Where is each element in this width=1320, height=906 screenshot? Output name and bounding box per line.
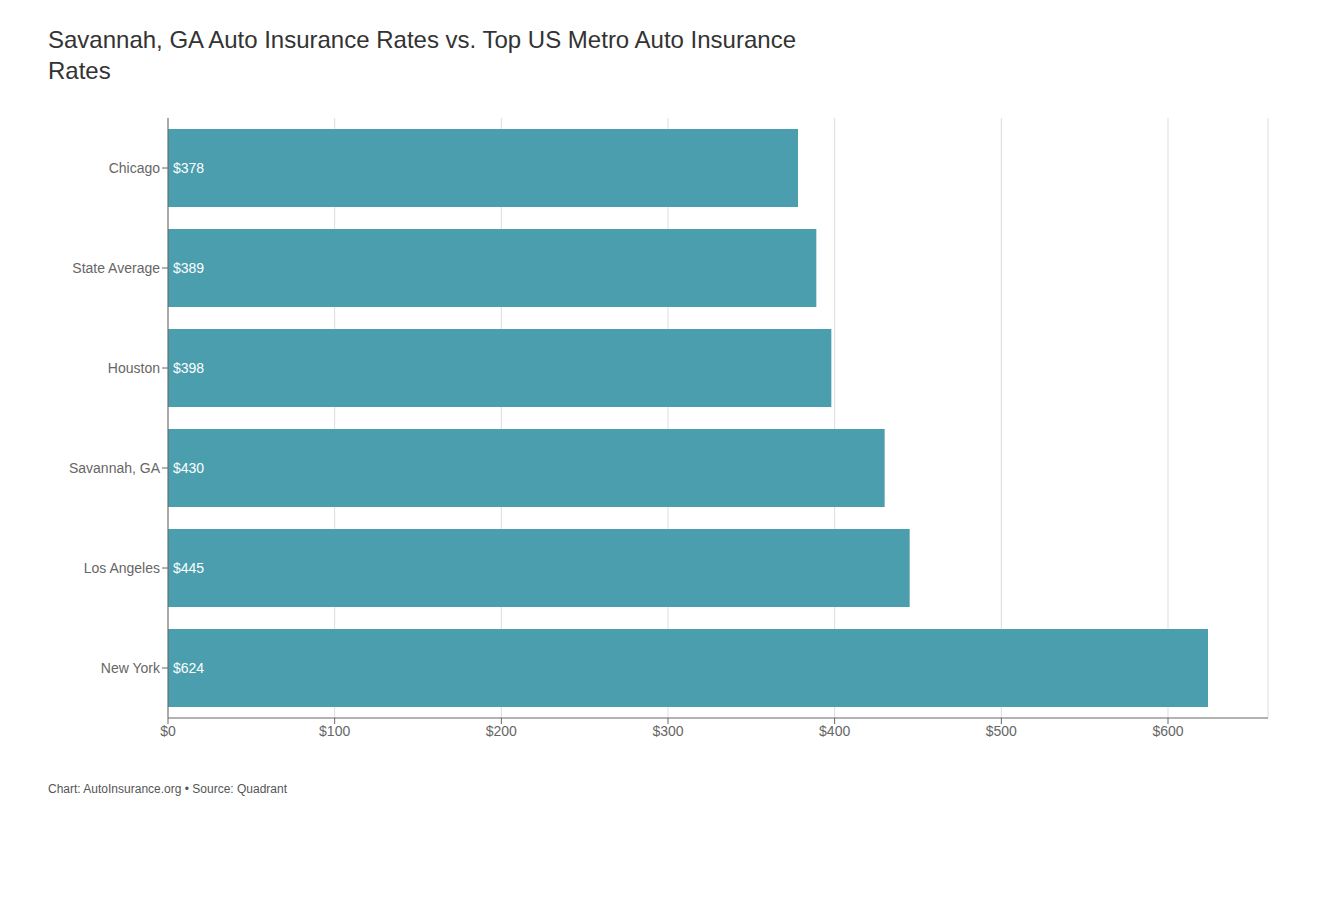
svg-text:$378: $378 bbox=[173, 160, 204, 176]
svg-text:$389: $389 bbox=[173, 260, 204, 276]
svg-text:$0: $0 bbox=[160, 723, 176, 739]
svg-text:Houston: Houston bbox=[108, 360, 160, 376]
svg-text:$300: $300 bbox=[652, 723, 683, 739]
svg-text:$200: $200 bbox=[486, 723, 517, 739]
html-text:Chart: AutoInsurance.org • Sou: Chart: AutoInsurance.org • Source: Quadr… bbox=[48, 782, 287, 797]
svg-text:$400: $400 bbox=[819, 723, 850, 739]
svg-text:Chicago: Chicago bbox=[109, 160, 161, 176]
html-text:Savannah, GA Auto Insurance Ra: Savannah, GA Auto Insurance Rates vs. To… bbox=[48, 26, 796, 85]
svg-text:State Average: State Average bbox=[72, 260, 160, 276]
svg-text:$430: $430 bbox=[173, 460, 204, 476]
svg-text:New York: New York bbox=[101, 660, 161, 676]
svg-text:$398: $398 bbox=[173, 360, 204, 376]
svg-text:Savannah, GA: Savannah, GA bbox=[69, 460, 161, 476]
svg-text:$600: $600 bbox=[1152, 723, 1183, 739]
svg-text:Los Angeles: Los Angeles bbox=[84, 560, 160, 576]
svg-text:$100: $100 bbox=[319, 723, 350, 739]
svg-text:$624: $624 bbox=[173, 660, 204, 676]
svg-text:$445: $445 bbox=[173, 560, 204, 576]
svg-text:$500: $500 bbox=[986, 723, 1017, 739]
